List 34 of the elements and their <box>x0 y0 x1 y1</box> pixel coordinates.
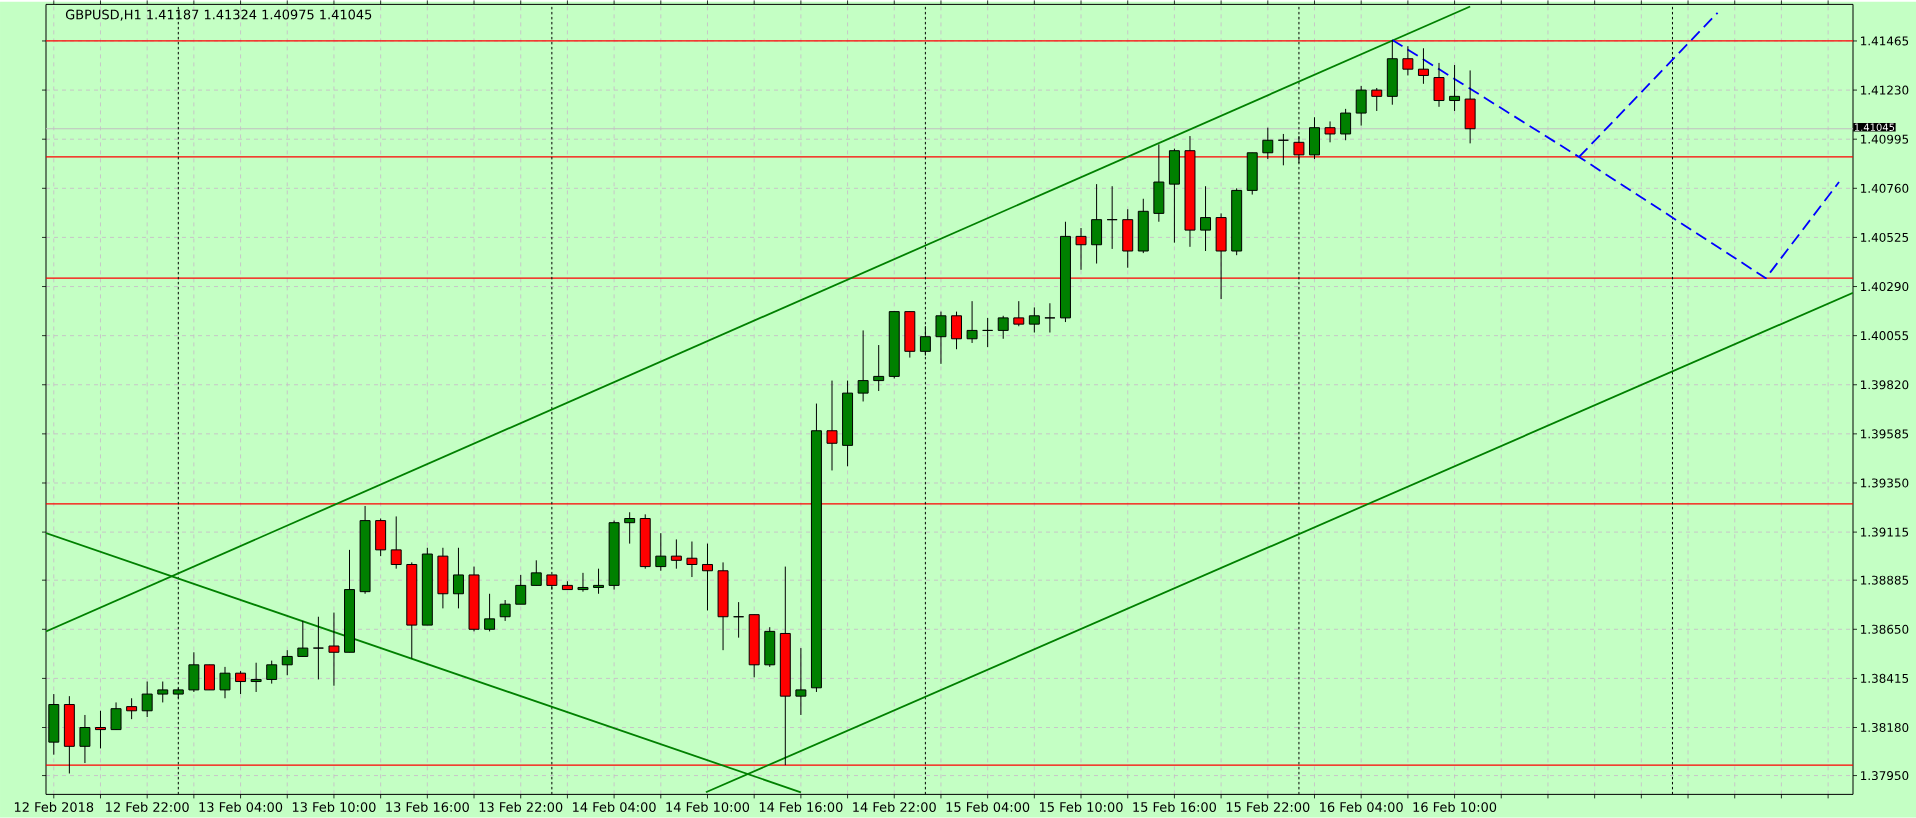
y-tick-label: 1.41230 <box>1861 85 1909 95</box>
y-tick-label: 1.38885 <box>1861 575 1909 585</box>
x-tick-label: 13 Feb 04:00 <box>199 802 283 813</box>
x-tick-label: 13 Feb 16:00 <box>386 802 469 813</box>
x-tick-label: 12 Feb 2018 <box>14 802 94 813</box>
x-tick-label: 16 Feb 10:00 <box>1413 802 1497 813</box>
x-tick-label: 14 Feb 16:00 <box>759 802 843 813</box>
y-tick-label: 1.38415 <box>1861 674 1909 684</box>
x-tick-label: 15 Feb 16:00 <box>1133 802 1217 813</box>
y-tick-label: 1.38180 <box>1861 723 1909 733</box>
y-tick-label: 1.40995 <box>1861 134 1909 144</box>
x-tick-label: 13 Feb 10:00 <box>292 802 376 813</box>
x-tick-label: 14 Feb 10:00 <box>666 802 750 813</box>
x-tick-label: 15 Feb 10:00 <box>1039 802 1123 813</box>
x-tick-label: 14 Feb 04:00 <box>573 802 656 813</box>
y-tick-label: 1.40055 <box>1861 331 1909 341</box>
x-tick-label: 16 Feb 04:00 <box>1320 802 1403 813</box>
y-tick-label: 1.39820 <box>1861 380 1909 390</box>
x-tick-label: 13 Feb 22:00 <box>479 802 563 813</box>
y-tick-label: 1.40290 <box>1861 282 1909 292</box>
x-tick-label: 12 Feb 22:00 <box>106 802 189 813</box>
x-tick-label: 15 Feb 04:00 <box>946 802 1030 813</box>
y-tick-label: 1.37950 <box>1861 771 1909 781</box>
y-tick-label: 1.38650 <box>1861 624 1909 634</box>
y-tick-label: 1.39350 <box>1861 478 1909 488</box>
y-tick-label: 1.39115 <box>1861 527 1909 537</box>
y-tick-label: 1.39585 <box>1861 429 1909 439</box>
y-tick-label: 1.41465 <box>1861 36 1909 46</box>
x-tick-label: 15 Feb 22:00 <box>1226 802 1310 813</box>
x-tick-label: 14 Feb 22:00 <box>853 802 936 813</box>
ref-line-label: 1.41045 <box>1854 123 1895 132</box>
y-tick-label: 1.40760 <box>1861 183 1909 193</box>
chart-title: GBPUSD,H1 1.41187 1.41324 1.40975 1.41045 <box>65 9 372 21</box>
y-tick-label: 1.40525 <box>1861 233 1909 243</box>
